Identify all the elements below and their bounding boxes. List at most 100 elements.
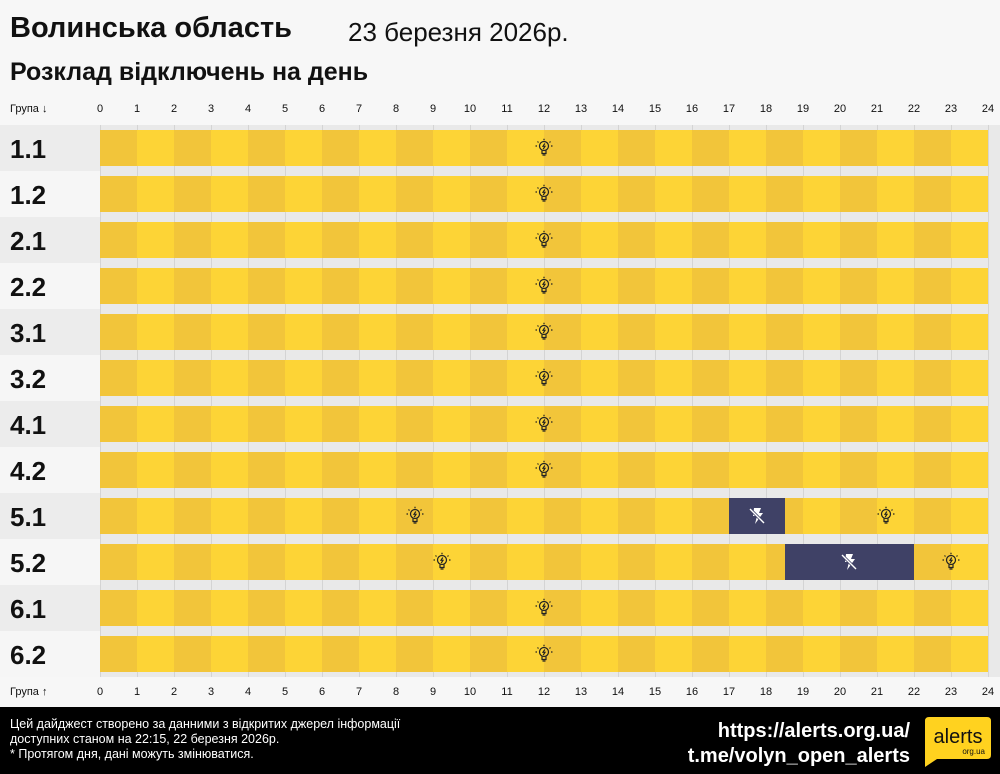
power-on-segment xyxy=(174,544,211,580)
hour-gridline xyxy=(137,125,138,677)
power-on-segment xyxy=(100,636,137,672)
lightbulb-icon xyxy=(534,368,554,388)
telegram-link[interactable]: t.me/volyn_open_alerts xyxy=(687,745,910,767)
hour-tick: 24 xyxy=(981,686,995,698)
hour-tick: 24 xyxy=(981,103,995,115)
power-on-segment xyxy=(211,314,248,350)
power-on-segment xyxy=(914,590,951,626)
power-on-segment xyxy=(766,222,803,258)
note-line: Цей дайджест створено за данними з відкр… xyxy=(10,717,401,731)
power-on-segment xyxy=(840,176,877,212)
hour-tick: 23 xyxy=(944,686,958,698)
power-on-segment xyxy=(174,406,211,442)
power-on-segment xyxy=(507,544,544,580)
hour-tick: 5 xyxy=(281,686,289,698)
power-on-segment xyxy=(840,406,877,442)
lightbulb-icon xyxy=(941,552,961,572)
power-on-segment xyxy=(211,544,248,580)
power-on-segment xyxy=(544,498,581,534)
power-on-segment xyxy=(470,452,507,488)
power-on-segment xyxy=(396,590,433,626)
power-on-segment xyxy=(211,268,248,304)
group-label: 6.1 xyxy=(0,585,100,631)
power-on-segment xyxy=(951,176,988,212)
power-on-segment xyxy=(322,406,359,442)
hour-tick: 22 xyxy=(907,686,921,698)
power-on-segment xyxy=(618,590,655,626)
power-on-segment xyxy=(137,130,174,166)
power-on-segment xyxy=(692,406,729,442)
hour-tick: 11 xyxy=(501,686,513,698)
power-on-segment xyxy=(581,360,618,396)
power-on-segment xyxy=(655,314,692,350)
group-label: 2.2 xyxy=(0,263,100,309)
power-on-segment xyxy=(100,406,137,442)
power-on-segment xyxy=(803,452,840,488)
power-on-segment xyxy=(729,452,766,488)
power-on-segment xyxy=(544,130,581,166)
hour-tick: 1 xyxy=(133,686,141,698)
power-on-segment xyxy=(544,314,581,350)
hour-tick: 13 xyxy=(574,103,588,115)
group-row: 4.1 xyxy=(0,401,1000,447)
power-on-segment xyxy=(433,498,470,534)
hour-axis-top: Група ↓ 0 1 2 3 4 5 6 7 8 9 10 11 12 13 14 15 16 17 18 19 20… xyxy=(0,100,1000,120)
hour-tick: 14 xyxy=(611,103,625,115)
group-column-label: Група ↓ xyxy=(10,103,48,115)
hour-tick: 0 xyxy=(96,103,104,115)
power-on-segment xyxy=(655,360,692,396)
power-on-segment xyxy=(655,268,692,304)
power-on-segment xyxy=(729,544,766,580)
hour-gridline xyxy=(877,125,878,677)
hour-tick: 7 xyxy=(355,103,363,115)
power-on-segment xyxy=(951,590,988,626)
power-on-segment xyxy=(618,406,655,442)
power-on-segment xyxy=(840,452,877,488)
hour-tick: 6 xyxy=(318,686,326,698)
power-on-segment xyxy=(544,268,581,304)
power-on-segment xyxy=(507,130,544,166)
power-on-segment xyxy=(951,360,988,396)
power-on-segment xyxy=(359,314,396,350)
lightbulb-icon xyxy=(534,184,554,204)
group-row: 1.1 xyxy=(0,125,1000,171)
power-on-segment xyxy=(322,360,359,396)
power-on-segment xyxy=(655,544,692,580)
power-on-segment xyxy=(729,590,766,626)
power-on-segment xyxy=(766,452,803,488)
power-on-segment xyxy=(544,176,581,212)
no-power-icon xyxy=(839,552,859,572)
power-on-segment xyxy=(248,636,285,672)
power-on-segment xyxy=(914,406,951,442)
power-on-segment xyxy=(174,176,211,212)
svg-text:alerts: alerts xyxy=(934,726,983,748)
svg-text:org.ua: org.ua xyxy=(962,747,985,756)
power-on-segment xyxy=(581,544,618,580)
power-on-segment xyxy=(248,130,285,166)
power-on-segment xyxy=(655,222,692,258)
power-on-segment xyxy=(470,314,507,350)
power-on-segment xyxy=(618,498,655,534)
group-row: 1.2 xyxy=(0,171,1000,217)
website-link[interactable]: https://alerts.org.ua/ xyxy=(717,720,910,742)
power-on-segment xyxy=(137,176,174,212)
power-on-segment xyxy=(211,452,248,488)
power-on-segment xyxy=(581,452,618,488)
power-on-segment xyxy=(359,268,396,304)
lightbulb-icon xyxy=(405,506,425,526)
power-on-segment xyxy=(655,590,692,626)
power-on-segment xyxy=(433,268,470,304)
power-on-segment xyxy=(655,130,692,166)
power-on-segment xyxy=(766,360,803,396)
power-on-segment xyxy=(507,176,544,212)
power-on-segment xyxy=(877,268,914,304)
power-on-segment xyxy=(359,590,396,626)
power-on-segment xyxy=(359,130,396,166)
power-on-segment xyxy=(951,406,988,442)
hour-gridline xyxy=(322,125,323,677)
power-on-segment xyxy=(655,498,692,534)
power-on-segment xyxy=(581,222,618,258)
group-label: 6.2 xyxy=(0,631,100,677)
power-on-segment xyxy=(840,590,877,626)
power-on-segment xyxy=(840,636,877,672)
